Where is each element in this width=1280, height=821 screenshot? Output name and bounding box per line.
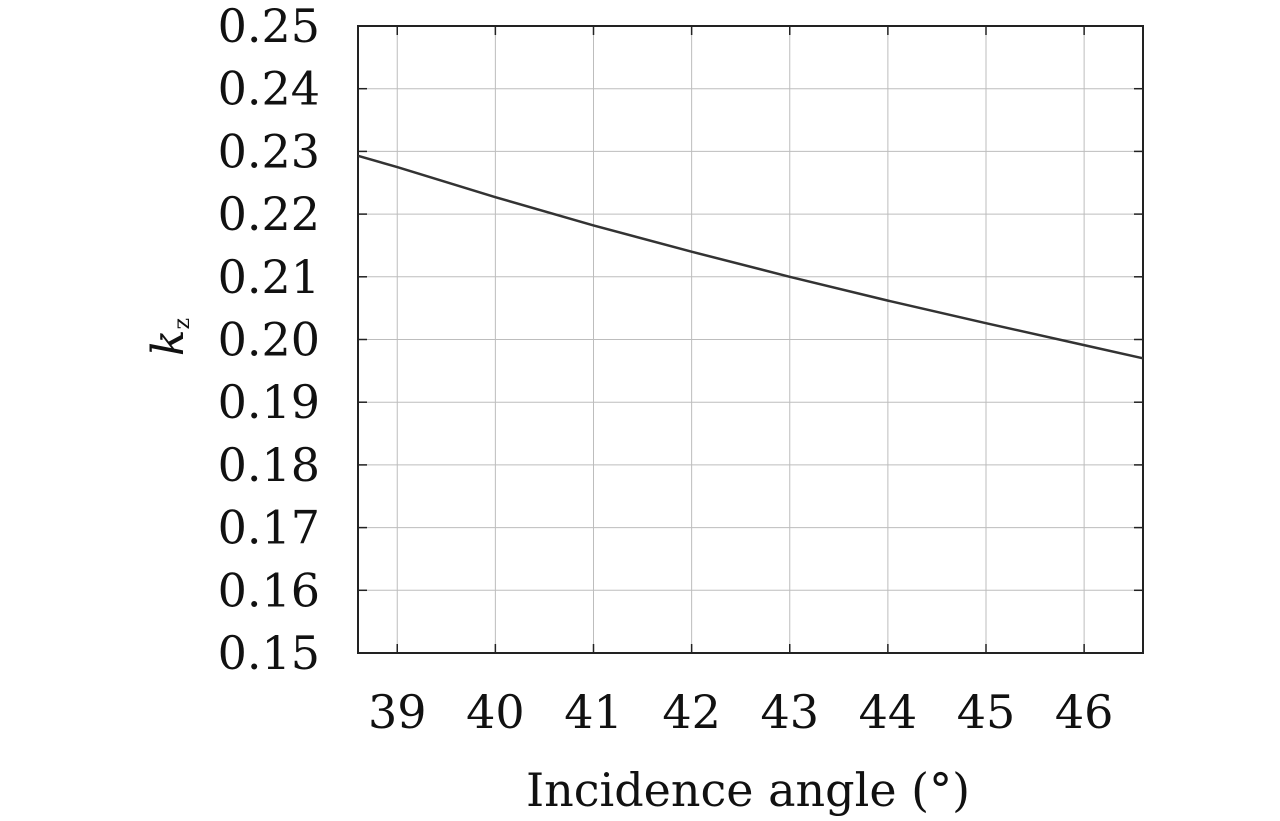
plot-frame [357,25,1144,654]
x-axis-label: Incidence angle (°) [526,763,970,817]
series-group [357,154,1144,360]
y-tick-label: 0.23 [218,124,320,178]
series-line-0 [357,154,1144,360]
y-tick-label: 0.15 [218,626,320,680]
grid-lines [358,25,1143,654]
x-tick-label: 41 [564,685,623,739]
y-axis-label: kz [143,318,195,356]
y-tick-label: 0.25 [218,0,320,53]
y-tick-label: 0.17 [218,501,320,555]
y-tick-label: 0.16 [218,563,320,617]
tick-marks [358,25,1143,654]
x-tick-label: 42 [662,685,721,739]
y-tick-label: 0.18 [218,438,320,492]
x-tick-label: 45 [957,685,1016,739]
y-tick-label: 0.24 [218,62,320,116]
y-tick-label: 0.21 [218,250,320,304]
y-axis-label-main: k [143,329,194,356]
x-tick-label: 43 [760,685,819,739]
x-tick-label: 44 [859,685,918,739]
x-tick-label: 40 [466,685,525,739]
y-tick-labels: 0.15 0.16 0.17 0.18 0.19 0.20 0.21 0.22 0.23 0.24… [218,0,320,680]
y-axis-label-subscript: z [170,318,195,330]
x-tick-labels: 39 40 41 42 43 44 45 46 [368,685,1113,739]
x-tick-label: 46 [1055,685,1114,739]
y-tick-label: 0.20 [218,313,320,367]
y-tick-label: 0.19 [218,375,320,429]
y-tick-label: 0.22 [218,187,320,241]
x-tick-label: 39 [368,685,427,739]
